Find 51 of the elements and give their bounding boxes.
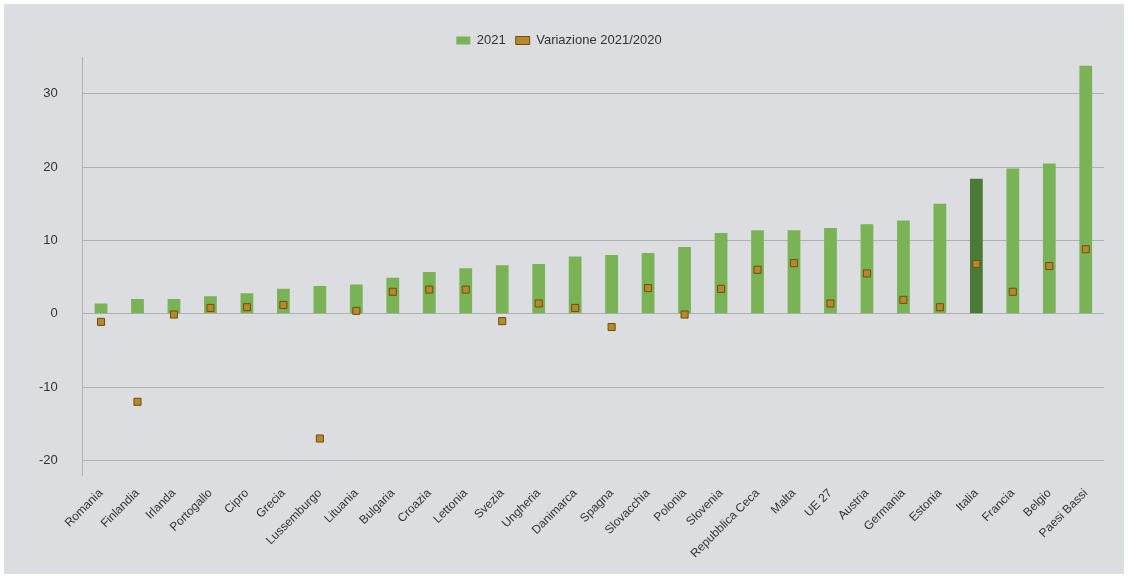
- bar: [714, 233, 728, 314]
- point: [388, 287, 397, 296]
- legend-label: Variazione 2021/2020: [536, 32, 662, 48]
- point: [534, 299, 543, 308]
- point: [461, 285, 470, 294]
- point: [425, 285, 434, 294]
- bar: [1006, 168, 1020, 314]
- point: [972, 259, 981, 268]
- bar: [751, 230, 764, 314]
- bar: [1042, 163, 1056, 314]
- point: [644, 284, 653, 293]
- point: [96, 317, 106, 326]
- x-tick-label: UE 27: [801, 485, 836, 520]
- point: [680, 310, 689, 319]
- point: [899, 295, 908, 304]
- bar: [824, 227, 837, 314]
- bar: [897, 220, 910, 314]
- legend-label: 2021: [476, 32, 506, 48]
- point: [1081, 245, 1090, 254]
- y-tick-label: -20: [38, 452, 58, 468]
- y-tick-label: 10: [43, 232, 58, 247]
- point: [315, 434, 324, 443]
- bar: [787, 230, 801, 314]
- bar: [495, 265, 509, 314]
- point: [717, 284, 726, 293]
- point: [789, 259, 799, 268]
- y-tick-label: -10: [38, 378, 58, 394]
- y-tick-label: 0: [50, 305, 58, 321]
- point: [862, 269, 871, 278]
- point: [607, 322, 616, 332]
- point: [133, 397, 142, 406]
- point: [753, 265, 762, 274]
- point: [571, 303, 580, 312]
- y-tick-label: 30: [43, 85, 58, 101]
- bar: [313, 285, 327, 314]
- point: [935, 303, 944, 312]
- point: [1008, 287, 1017, 296]
- bar: [969, 178, 983, 314]
- point: [169, 310, 178, 319]
- bar: [1079, 65, 1093, 314]
- bar: [131, 299, 144, 314]
- bar: [678, 247, 691, 314]
- point: [352, 306, 361, 315]
- bar: [605, 255, 619, 314]
- y-tick-label: 20: [43, 158, 58, 174]
- bar: [568, 256, 582, 314]
- bar: [933, 203, 947, 314]
- bar: [860, 224, 874, 314]
- point: [498, 317, 507, 326]
- point: [826, 299, 835, 308]
- point: [1045, 262, 1054, 271]
